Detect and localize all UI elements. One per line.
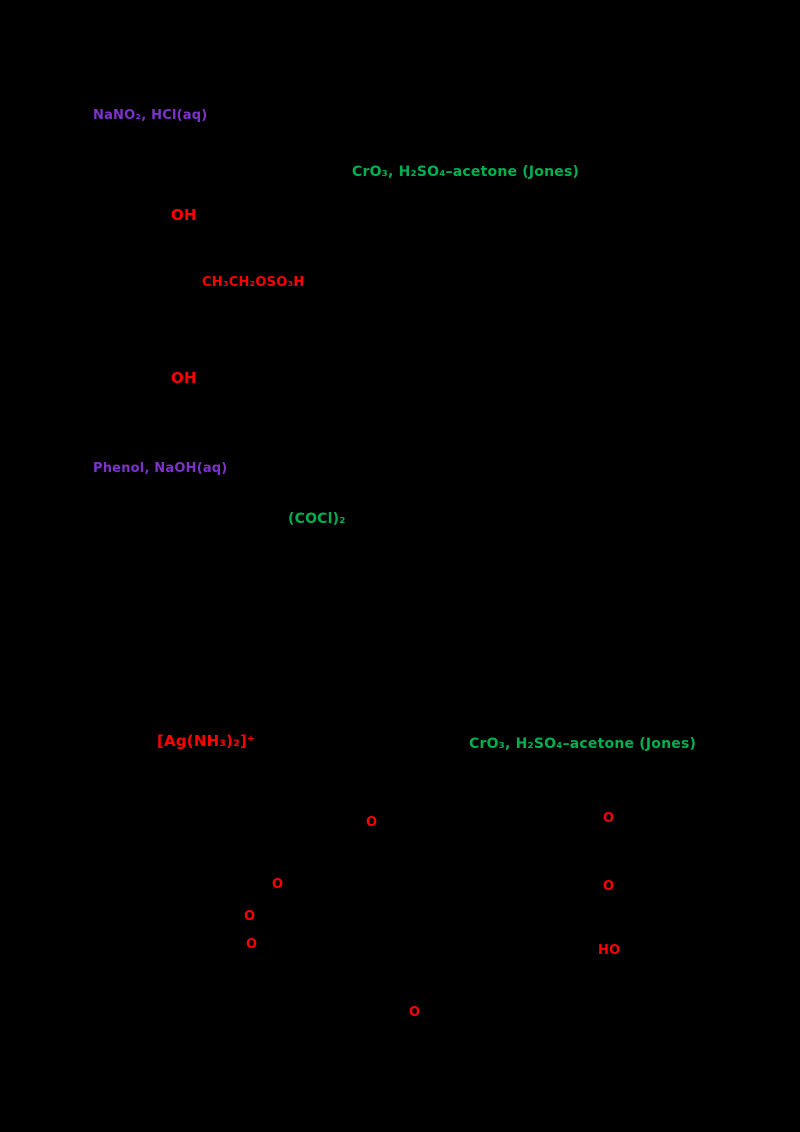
scheme1-purple-reagent-label: NaNO₂, HCl(aq) [93, 108, 208, 123]
hydroxyl-atom-label: HO [598, 943, 621, 958]
oxygen-atom-label: O [409, 1005, 421, 1020]
scheme2-green-reagent-label: (COCl)₂ [288, 511, 346, 527]
scheme1-oh-label-top: OH [171, 206, 197, 224]
oxygen-atom-label: O [603, 811, 615, 826]
scheme3-oxidant-bracket-label: [Ag(NH₃)₂]⁺ [157, 732, 256, 750]
oxygen-atom-label: O [246, 937, 258, 952]
scheme2-purple-reagent-label: Phenol, NaOH(aq) [93, 461, 228, 476]
oxygen-atom-label: O [244, 909, 256, 924]
oxygen-atom-label: O [603, 879, 615, 894]
scheme3-green-reagent-label: CrO₃, H₂SO₄–acetone (Jones) [469, 736, 697, 752]
scheme1-oh-label-bottom: OH [171, 369, 197, 387]
scheme1-green-reagent-label: CrO₃, H₂SO₄–acetone (Jones) [352, 164, 580, 180]
oxygen-atom-label: O [366, 815, 378, 830]
oxygen-atom-label: O [272, 877, 284, 892]
scheme1-sulfonate-label: CH₃CH₂OSO₃H [202, 275, 305, 290]
